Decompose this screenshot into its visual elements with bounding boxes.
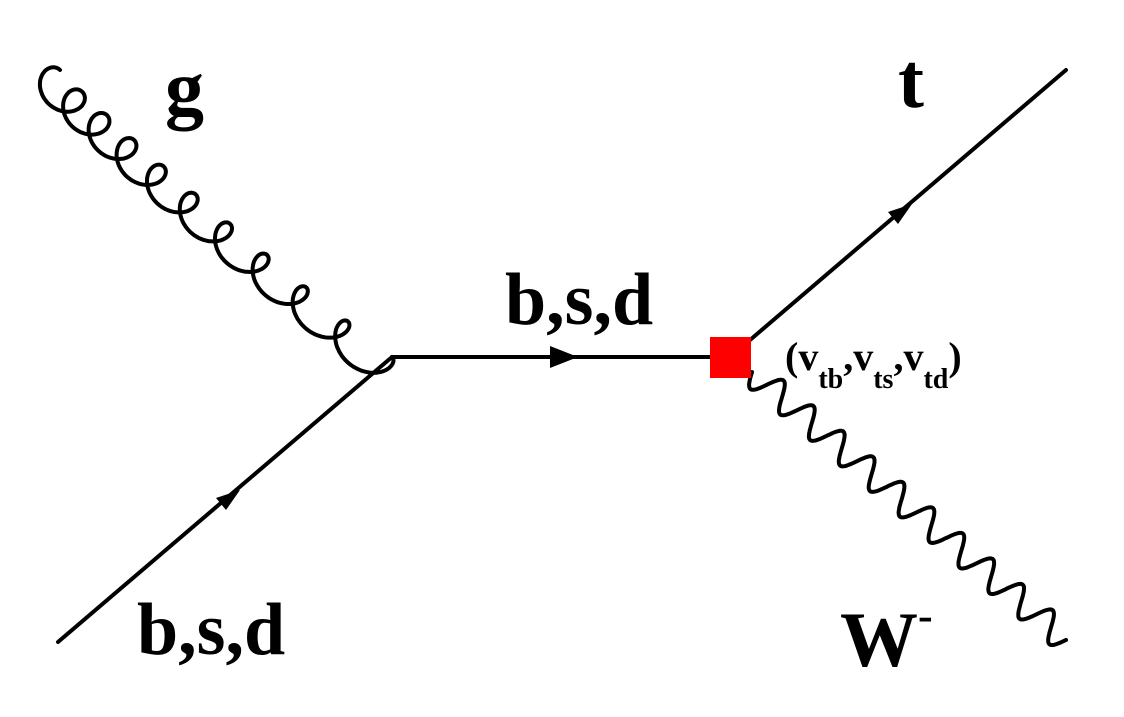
weak-vertex-marker: [710, 337, 751, 378]
coupling-v2: v: [853, 334, 873, 379]
coupling-open-paren: (: [785, 334, 798, 379]
w-boson-charge: -: [918, 591, 933, 640]
ckm-coupling-label: (vtb,vts,vtd): [785, 334, 962, 395]
top-quark-label: t: [898, 37, 924, 124]
coupling-v1-sub: tb: [818, 364, 843, 395]
coupling-v1: v: [798, 334, 818, 379]
top-quark-arrow: [888, 204, 912, 224]
coupling-v2-sub: ts: [873, 364, 893, 395]
coupling-comma-1: ,: [843, 334, 853, 379]
incoming-quark-label: b,s,d: [137, 589, 285, 671]
gluon-line: [37, 65, 396, 375]
coupling-v3: v: [903, 334, 923, 379]
gluon-label: g: [165, 44, 204, 131]
internal-quark-label: b,s,d: [505, 259, 653, 341]
coupling-v3-sub: td: [923, 364, 948, 395]
internal-quark-arrow: [550, 346, 578, 368]
incoming-quark-arrow: [216, 490, 240, 510]
top-quark-line: [748, 68, 1068, 342]
coupling-comma-2: ,: [893, 334, 903, 379]
coupling-close-paren: ): [948, 334, 961, 379]
w-boson-line: [747, 370, 1068, 647]
w-boson-label: W-: [840, 591, 933, 683]
w-boson-symbol: W: [840, 596, 918, 683]
